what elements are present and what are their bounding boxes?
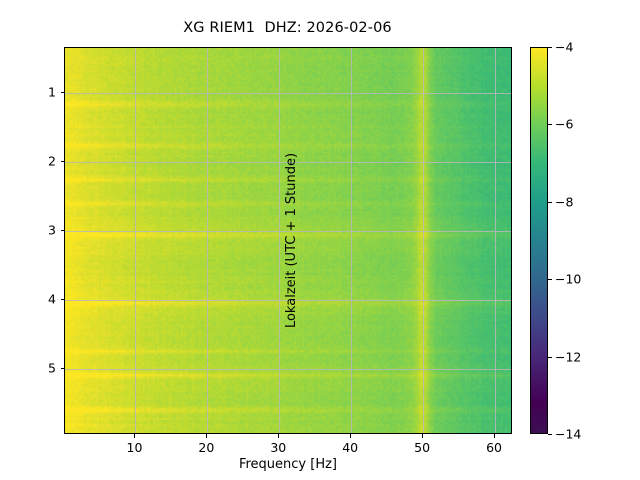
y-tick-label: 2 xyxy=(48,153,56,169)
y-tick-label: 4 xyxy=(48,291,56,307)
y-tick-label: 1 xyxy=(48,84,56,100)
colorbar-tick-mark xyxy=(548,434,552,435)
x-tick-mark xyxy=(206,434,208,438)
gridline-vertical xyxy=(351,48,352,433)
colorbar-tick-mark xyxy=(548,356,552,358)
gridline-vertical xyxy=(423,48,424,433)
x-axis-label: Frequency [Hz] xyxy=(238,457,338,472)
colorbar-tick-mark xyxy=(548,124,552,126)
gridline-horizontal xyxy=(65,231,511,232)
x-tick-mark xyxy=(350,434,352,438)
y-tick-mark xyxy=(60,91,64,93)
x-tick-mark xyxy=(134,434,136,438)
x-tick-mark xyxy=(494,434,496,438)
colorbar xyxy=(530,47,548,434)
spectrogram-image xyxy=(65,48,511,433)
y-tick-mark xyxy=(60,368,64,370)
colorbar-tick-label: −8 xyxy=(555,194,574,210)
y-axis-label-wrapper: Lokalzeit (UTC + 1 Stunde) xyxy=(22,47,299,434)
y-tick-mark xyxy=(60,299,64,301)
x-tick-label: 30 xyxy=(270,440,287,455)
x-tick-mark xyxy=(278,434,280,438)
x-tick-label: 20 xyxy=(198,440,215,455)
y-tick-mark xyxy=(60,230,64,232)
colorbar-tick-label: −14 xyxy=(555,426,582,442)
gridline-horizontal xyxy=(65,369,511,370)
colorbar-tick-label: −6 xyxy=(555,116,574,132)
gridline-vertical xyxy=(135,48,136,433)
colorbar-tick-mark xyxy=(548,201,552,203)
gridline-horizontal xyxy=(65,93,511,94)
x-tick-label: 50 xyxy=(414,440,431,455)
gridline-vertical xyxy=(495,48,496,433)
x-tick-label: 60 xyxy=(486,440,502,455)
colorbar-label-wrapper: Log10(Sqrt(m**2/s**2/Hz)) xyxy=(606,47,620,434)
y-axis-label: Lokalzeit (UTC + 1 Stunde) xyxy=(284,152,299,329)
spectrogram-axes xyxy=(64,47,512,434)
y-tick-label: 5 xyxy=(48,360,56,376)
colorbar-tick-label: −4 xyxy=(555,39,574,55)
gridline-horizontal xyxy=(65,300,511,301)
figure-title: XG RIEM1 DHZ: 2026-02-06 xyxy=(183,20,392,36)
colorbar-tick-label: −12 xyxy=(555,349,582,365)
x-tick-mark xyxy=(422,434,424,438)
x-tick-label: 10 xyxy=(126,440,143,455)
y-tick-label: 3 xyxy=(48,222,56,238)
colorbar-tick-mark xyxy=(548,279,552,281)
colorbar-tick-label: −10 xyxy=(555,271,582,287)
gridline-vertical xyxy=(279,48,280,433)
gridline-vertical xyxy=(207,48,208,433)
x-tick-label: 40 xyxy=(342,440,359,455)
colorbar-tick-mark xyxy=(548,47,552,48)
gridline-horizontal xyxy=(65,162,511,163)
y-tick-mark xyxy=(60,161,64,163)
